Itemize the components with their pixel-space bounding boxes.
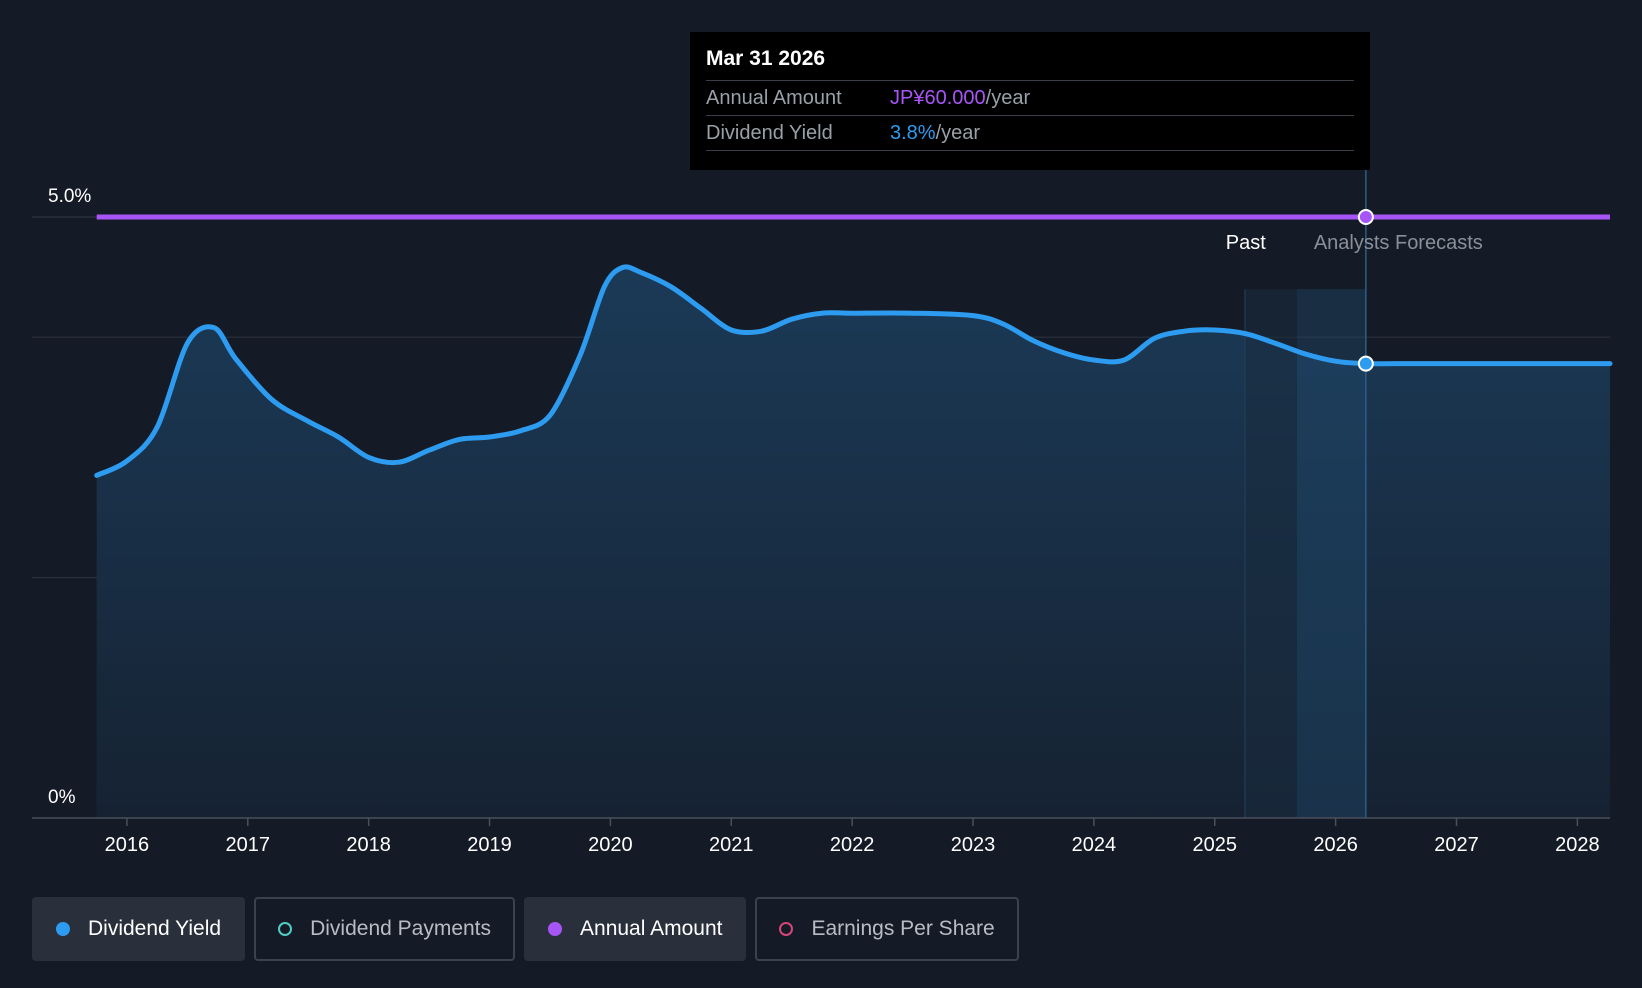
x-tick-label-2016: 2016 [105,834,150,856]
legend-dividend-payments-button[interactable]: Dividend Payments [254,897,516,961]
tooltip-dividend-yield-unit: /year [935,122,981,144]
annual-amount-marker [1357,209,1374,225]
dividend-yield-area [96,266,1611,818]
tooltip-row-dividend-yield: Dividend Yield 3.8% /year [706,116,1354,151]
chart-legend: Dividend Yield Dividend Payments Annual … [32,897,1019,961]
legend-dividend-payments-label: Dividend Payments [310,917,492,940]
x-tick-label-2021: 2021 [709,834,754,856]
legend-earnings-per-share-button[interactable]: Earnings Per Share [755,897,1019,961]
dividend-yield-line [94,264,1613,478]
tooltip-row-annual-amount: Annual Amount JP¥60.000 /year [706,81,1354,116]
chart-tooltip: Mar 31 2026 Annual Amount JP¥60.000 /yea… [690,32,1370,170]
y-axis-label-min: 0% [48,787,76,808]
x-tick-label-2026: 2026 [1313,834,1358,856]
legend-earnings-per-share-dot-icon [779,922,794,936]
legend-annual-amount-dot-icon [548,922,563,936]
legend-dividend-yield-label: Dividend Yield [88,917,222,940]
x-tick-label-2020: 2020 [588,834,633,856]
dividend-yield-marker [1357,355,1374,372]
x-tick-label-2024: 2024 [1072,834,1117,856]
tooltip-annual-amount-value: JP¥60.000 [890,87,986,109]
tooltip-date: Mar 31 2026 [706,46,1354,81]
x-tick-label-2017: 2017 [226,834,271,856]
x-tick-label-2027: 2027 [1434,834,1479,856]
tooltip-dividend-yield-label: Dividend Yield [706,122,833,144]
past-label: Past [1226,232,1266,254]
legend-dividend-payments-dot-icon [278,922,293,936]
past-shade-region [1244,289,1297,818]
legend-dividend-yield-dot-icon [56,922,70,936]
tooltip-dividend-yield-value: 3.8% [890,122,936,144]
legend-dividend-yield-button[interactable]: Dividend Yield [32,897,246,961]
x-tick-label-2025: 2025 [1193,834,1238,856]
x-tick-label-2028: 2028 [1555,834,1600,856]
analysts-forecasts-label: Analysts Forecasts [1314,232,1483,254]
x-tick-label-2018: 2018 [346,834,391,856]
x-tick-label-2019: 2019 [467,834,512,856]
tooltip-annual-amount-unit: /year [985,87,1031,109]
dividend-yield-chart: 2016 2017 2018 2019 2020 2021 2022 2023 2024 2025… [32,170,1613,856]
tooltip-annual-amount-label: Annual Amount [706,87,842,109]
x-tick-label-2022: 2022 [830,834,875,856]
y-axis-label-max: 5.0% [48,186,91,207]
legend-annual-amount-label: Annual Amount [580,917,723,940]
x-tick-label-2023: 2023 [951,834,996,856]
forecast-shade-region [1296,289,1366,818]
legend-annual-amount-button[interactable]: Annual Amount [524,897,747,961]
legend-earnings-per-share-label: Earnings Per Share [811,917,995,940]
